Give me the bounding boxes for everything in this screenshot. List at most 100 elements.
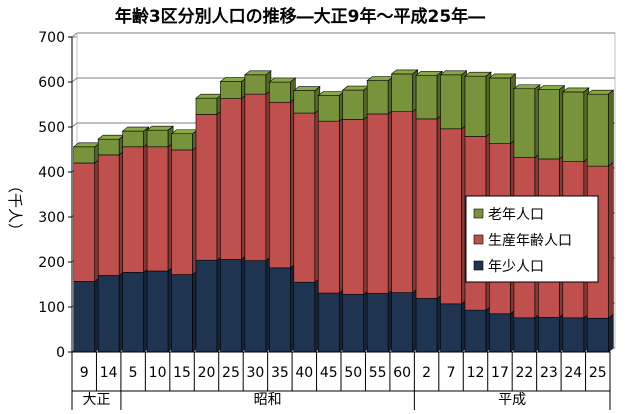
bar-segment-生産年齢人口: [293, 108, 321, 283]
legend-label: 生産年齢人口: [488, 233, 572, 249]
bar-segment-老年人口: [537, 85, 566, 160]
x-tick-label: 14: [100, 365, 118, 381]
y-axis: 0 100 200 300 400 500 600 700: [38, 30, 73, 361]
legend-swatch: [473, 208, 484, 219]
bar-segment-老年人口: [219, 76, 248, 100]
gridline-depth: [71, 122, 78, 128]
y-tick-label: 100: [38, 300, 65, 316]
bar-segment-年少人口: [122, 267, 149, 353]
x-tick-label: 23: [540, 365, 558, 381]
x-tick-label: 40: [295, 365, 313, 381]
bar-segment-年少人口: [440, 299, 467, 353]
x-tick-label: 17: [491, 365, 509, 381]
bar-segment-生産年齢人口: [220, 94, 247, 260]
bar-segment-老年人口: [97, 134, 126, 156]
bar-segment-老年人口: [439, 70, 468, 130]
bar-segment-生産年齢人口: [269, 97, 296, 269]
legend-label: 年少人口: [488, 259, 544, 275]
bar-segment-老年人口: [561, 87, 590, 163]
gridline-depth: [71, 77, 78, 83]
x-tick-label: 25: [222, 365, 240, 381]
bar-segment-老年人口: [415, 70, 443, 120]
bar-segment-老年人口: [464, 71, 492, 138]
bar-segment-年少人口: [366, 288, 394, 353]
bar-segment-年少人口: [464, 305, 492, 353]
bar-segment-年少人口: [293, 277, 321, 353]
bar-segment-年少人口: [489, 309, 516, 353]
bar-segment-老年人口: [366, 76, 395, 115]
x-tick-label: 30: [246, 365, 264, 381]
y-tick-label: 700: [38, 30, 65, 46]
x-tick-label: 25: [589, 365, 607, 381]
bar-segment-老年人口: [317, 90, 346, 122]
bar-segment-生産年齢人口: [415, 114, 443, 300]
y-tick-label: 600: [38, 75, 65, 91]
x-tick-label: 2: [422, 365, 431, 381]
bar-segment-年少人口: [269, 263, 296, 353]
x-tick-label: 50: [344, 365, 362, 381]
bar-segment-老年人口: [72, 142, 101, 164]
bar-segment-老年人口: [170, 129, 199, 151]
bar-segment-年少人口: [538, 312, 565, 353]
bar-segment-年少人口: [317, 288, 345, 353]
legend-box: [465, 195, 599, 283]
bar-segment-年少人口: [146, 266, 174, 353]
legend-item: 生産年齢人口: [473, 233, 572, 249]
y-axis-label: （千人）: [6, 178, 24, 238]
x-tick-label: 20: [198, 365, 216, 381]
bar-segment-生産年齢人口: [391, 107, 418, 294]
gridline-depth: [71, 32, 78, 38]
legend-item: 老年人口: [473, 207, 544, 223]
x-tick-label: 22: [515, 365, 533, 381]
bar-segment-生産年齢人口: [244, 89, 272, 262]
bar-segment-生産年齢人口: [171, 145, 198, 276]
x-axis: 9 14 5 10 15 20 25 30 35 40 45 50 55 60 2 7 12 17 22 23 24 25…: [71, 351, 611, 410]
y-tick-label: 500: [38, 120, 65, 136]
bar-segment-年少人口: [171, 269, 198, 353]
x-tick-label: 60: [393, 365, 411, 381]
x-tick-label: 5: [129, 365, 138, 381]
y-tick-label: 200: [38, 255, 65, 271]
bar-segment-生産年齢人口: [440, 124, 467, 305]
bar-segment-年少人口: [342, 289, 370, 353]
x-tick-label: 12: [467, 365, 485, 381]
bar-segment-老年人口: [513, 84, 541, 159]
bar-segment-老年人口: [146, 125, 174, 148]
bar-segment-老年人口: [195, 93, 223, 116]
bar-segment-生産年齢人口: [97, 150, 125, 277]
bar-segment-老年人口: [341, 85, 370, 120]
x-tick-label: 55: [369, 365, 387, 381]
bar-segment-年少人口: [97, 270, 125, 353]
bar-segment-生産年齢人口: [122, 142, 149, 273]
x-tick-label: 15: [173, 365, 191, 381]
x-tick-label: 24: [564, 365, 582, 381]
bar-segment-年少人口: [195, 255, 223, 353]
bar-segment-生産年齢人口: [195, 109, 223, 261]
bar-segment-生産年齢人口: [146, 142, 174, 272]
x-tick-label: 35: [271, 365, 289, 381]
legend-label: 老年人口: [488, 207, 544, 223]
legend-swatch: [473, 260, 484, 271]
bar-segment-年少人口: [562, 313, 590, 353]
bar-segment-年少人口: [513, 313, 541, 353]
y-tick-label: 300: [38, 210, 65, 226]
x-tick-label: 45: [320, 365, 338, 381]
legend-swatch: [473, 234, 484, 245]
bar-segment-年少人口: [391, 287, 418, 353]
y-tick-label: 0: [56, 345, 65, 361]
x-tick-label: 10: [149, 365, 167, 381]
bar-segment-老年人口: [488, 73, 517, 145]
chart-title: 年齢3区分別人口の推移―大正9年～平成25年―: [115, 6, 485, 27]
bar-segment-老年人口: [292, 85, 321, 114]
bar-segment-老年人口: [244, 70, 272, 95]
bar-segment-年少人口: [415, 293, 443, 353]
bar-segment-生産年齢人口: [342, 114, 370, 296]
bar-segment-年少人口: [220, 254, 247, 353]
era-label: 平成: [498, 392, 526, 408]
bar-segment-老年人口: [586, 89, 615, 167]
bar-segment-老年人口: [390, 69, 419, 113]
bar-segment-老年人口: [268, 77, 297, 103]
